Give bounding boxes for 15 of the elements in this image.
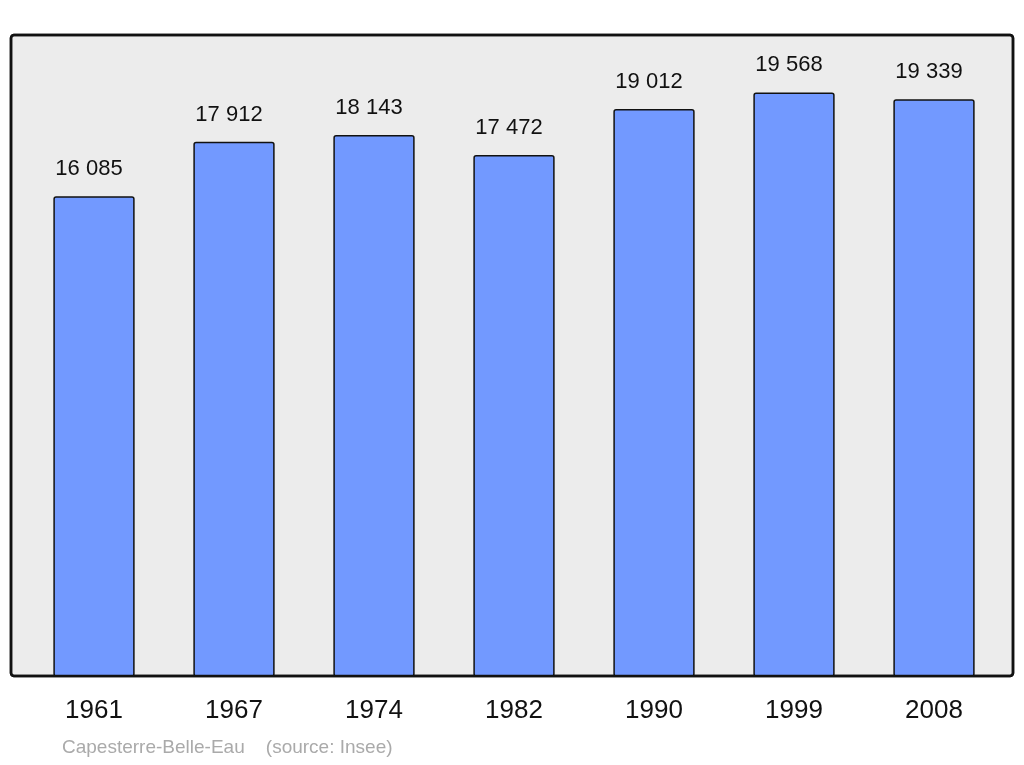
data-label: 19 339 (895, 58, 963, 84)
x-tick-label: 1990 (625, 694, 683, 725)
x-tick-label: 1974 (345, 694, 403, 725)
data-label: 17 912 (195, 100, 263, 126)
x-tick-label: 1967 (205, 694, 263, 725)
data-label: 19 012 (615, 67, 683, 93)
x-tick-label: 1999 (765, 694, 823, 725)
text: Capesterre-Belle-Eau (source: Insee) (62, 736, 393, 757)
data-label: 16 085 (55, 155, 123, 180)
x-tick-label: 1982 (485, 694, 543, 725)
x-tick-label: 2008 (905, 694, 963, 725)
x-tick-label: 1961 (65, 694, 123, 725)
data-label: 18 143 (335, 93, 403, 119)
data-label: 17 472 (475, 113, 543, 139)
data-label: 19 568 (755, 51, 823, 77)
